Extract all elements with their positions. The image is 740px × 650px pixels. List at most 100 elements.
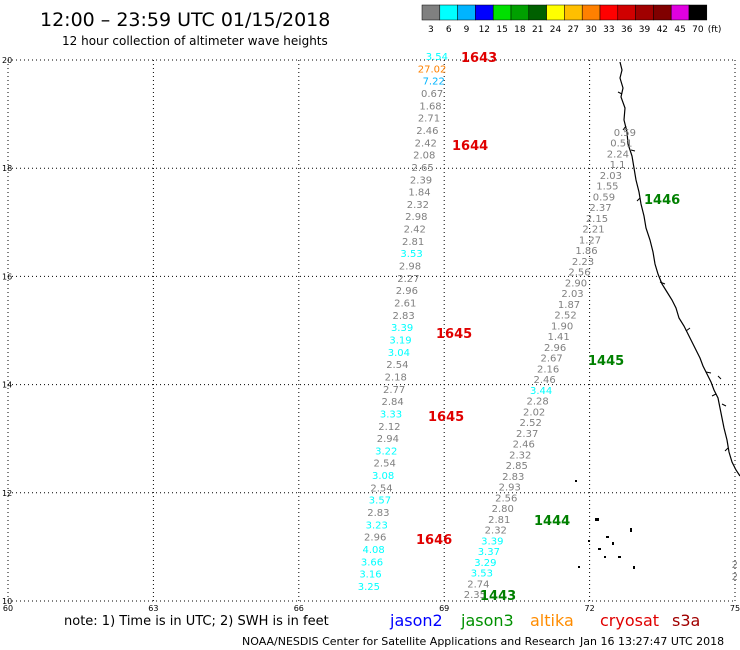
wave-height-value: 2.65 (412, 163, 434, 174)
colorbar: 3 6 9 12 15 18 21 24 27 30 33 36 39 42 45 70 (ft) (421, 4, 722, 35)
wave-height-value: 2.24 (607, 149, 629, 160)
wave-height-value: 1.90 (551, 321, 573, 332)
lon-tick-label: 66 (294, 604, 304, 613)
coastline (575, 61, 740, 569)
wave-height-value: 2.32 (407, 200, 429, 211)
wave-height-value: 2.56 (568, 268, 590, 279)
wave-height-value: 2.21 (582, 225, 604, 236)
wave-height-value: 1.86 (575, 246, 597, 257)
pass-time-label: 1646 (416, 533, 452, 548)
wave-height-value: 2.71 (418, 114, 440, 125)
wave-height-value: 4.08 (362, 545, 384, 556)
wave-height-value: 0.51 (610, 139, 632, 150)
wave-height-value: 2.18 (385, 372, 407, 383)
wave-height-value: 2.32 (485, 526, 507, 537)
wave-height-value: 2.42 (415, 138, 437, 149)
wave-height-value: 2.81 (402, 237, 424, 248)
wave-height-value: 2.15 (586, 214, 608, 225)
wave-height-value: 2.61 (394, 299, 416, 310)
colorbar-swatch (653, 4, 672, 21)
colorbar-swatch (492, 4, 512, 21)
lat-tick-label: 10 (2, 597, 12, 606)
pass-time-label: 1444 (534, 514, 570, 529)
satellite-legend-jason3: jason3 (460, 611, 514, 630)
wave-height-value: 3.54 (426, 52, 448, 63)
colorbar-swatch (528, 4, 547, 21)
wave-height-value: 1.84 (408, 188, 430, 199)
wave-height-value: 2.96 (544, 343, 566, 354)
wave-height-value: 0.59 (593, 192, 615, 203)
wave-height-value: 3.16 (359, 570, 381, 581)
satellite-legend: jason2 jason3 altika cryosat s3a (389, 611, 700, 630)
wave-height-value: 2.52 (520, 418, 542, 429)
colorbar-label: 21 (532, 25, 543, 35)
wave-height-value: 0.67 (421, 89, 443, 100)
wave-height-value: 2.98 (399, 262, 421, 273)
wave-height-value: 7.22 (423, 77, 445, 88)
wave-height-value: 3.66 (361, 557, 383, 568)
colorbar-label: 45 (674, 25, 685, 35)
wave-height-value: 3.39 (391, 323, 413, 334)
pass-time-labels: 1643 1644 1645 1645 1646 1446 1445 1444 1443 (416, 51, 680, 604)
wave-height-value: 2.74 (467, 579, 489, 590)
wave-height-value: 2.16 (537, 364, 559, 375)
wave-height-value: 2.54 (374, 459, 396, 470)
wave-height-value: 3.57 (369, 496, 391, 507)
wave-height-value: 3.22 (375, 446, 397, 457)
wave-height-value: 1.55 (596, 182, 618, 193)
pass-time-label: 1443 (480, 589, 516, 604)
wave-height-value: 2.03 (600, 171, 622, 182)
wave-height-value: 2.85 (506, 461, 528, 472)
lon-tick-label: 72 (585, 604, 595, 613)
wave-height-value: 3.04 (388, 348, 410, 359)
satellite-legend-altika: altika (530, 611, 574, 630)
coastline-india (619, 61, 740, 477)
wave-height-value: 27.02 (418, 64, 447, 75)
wave-height-value: 2.93 (499, 483, 521, 494)
wave-height-value: 2 (732, 572, 738, 583)
wave-height-value: 2.84 (381, 397, 403, 408)
wave-height-value: 2.46 (513, 440, 535, 451)
wave-height-value: 2.02 (523, 407, 545, 418)
coastline-detail (617, 91, 729, 452)
lon-tick-label: 60 (3, 604, 13, 613)
wave-height-value: 2.77 (383, 385, 405, 396)
wave-height-value: 2.98 (405, 212, 427, 223)
colorbar-swatch (510, 4, 530, 21)
colorbar-swatch (421, 4, 441, 21)
colorbar-swatch (475, 4, 494, 21)
satellite-legend-s3a: s3a (672, 611, 700, 630)
wave-height-value: 2.46 (416, 126, 438, 137)
colorbar-unit: (ft) (708, 25, 722, 35)
wave-height-value: 3.29 (474, 558, 496, 569)
wave-height-value: 2.27 (397, 274, 419, 285)
footer-credit: NOAA/NESDIS Center for Satellite Applica… (242, 635, 575, 648)
wave-height-value: 2.54 (386, 360, 408, 371)
wave-height-value: 2.37 (516, 429, 538, 440)
wave-height-value: 2.39 (410, 175, 432, 186)
wave-height-value: 2.90 (565, 278, 587, 289)
colorbar-label: 18 (514, 25, 526, 35)
wave-height-value: 2.42 (404, 225, 426, 236)
wave-height-value: 2.83 (393, 311, 415, 322)
wave-height-value: 3.25 (358, 582, 380, 593)
colorbar-swatch (688, 4, 708, 21)
wave-height-value: 2.03 (561, 289, 583, 300)
wave-height-value: 2.54 (370, 483, 392, 494)
lat-tick-label: 18 (2, 164, 12, 173)
colorbar-label: 70 (692, 25, 704, 35)
wave-height-value: 3.23 (366, 520, 388, 531)
pass-time-label: 1643 (461, 51, 497, 66)
colorbar-swatch (670, 4, 690, 21)
wave-height-value: 2.81 (488, 515, 510, 526)
lat-tick-label: 20 (2, 56, 12, 65)
colorbar-swatch (617, 4, 636, 21)
wave-height-value: 2.67 (540, 354, 562, 365)
wave-height-value: 2 (732, 560, 738, 571)
wave-height-value: 3.33 (380, 409, 402, 420)
axis-labels: 60 63 66 69 72 75 10 12 14 16 18 20 (2, 56, 740, 613)
satellite-legend-jason2: jason2 (389, 611, 443, 630)
wave-height-value: 3.53 (400, 249, 422, 260)
wave-height-value: 3.08 (372, 471, 394, 482)
